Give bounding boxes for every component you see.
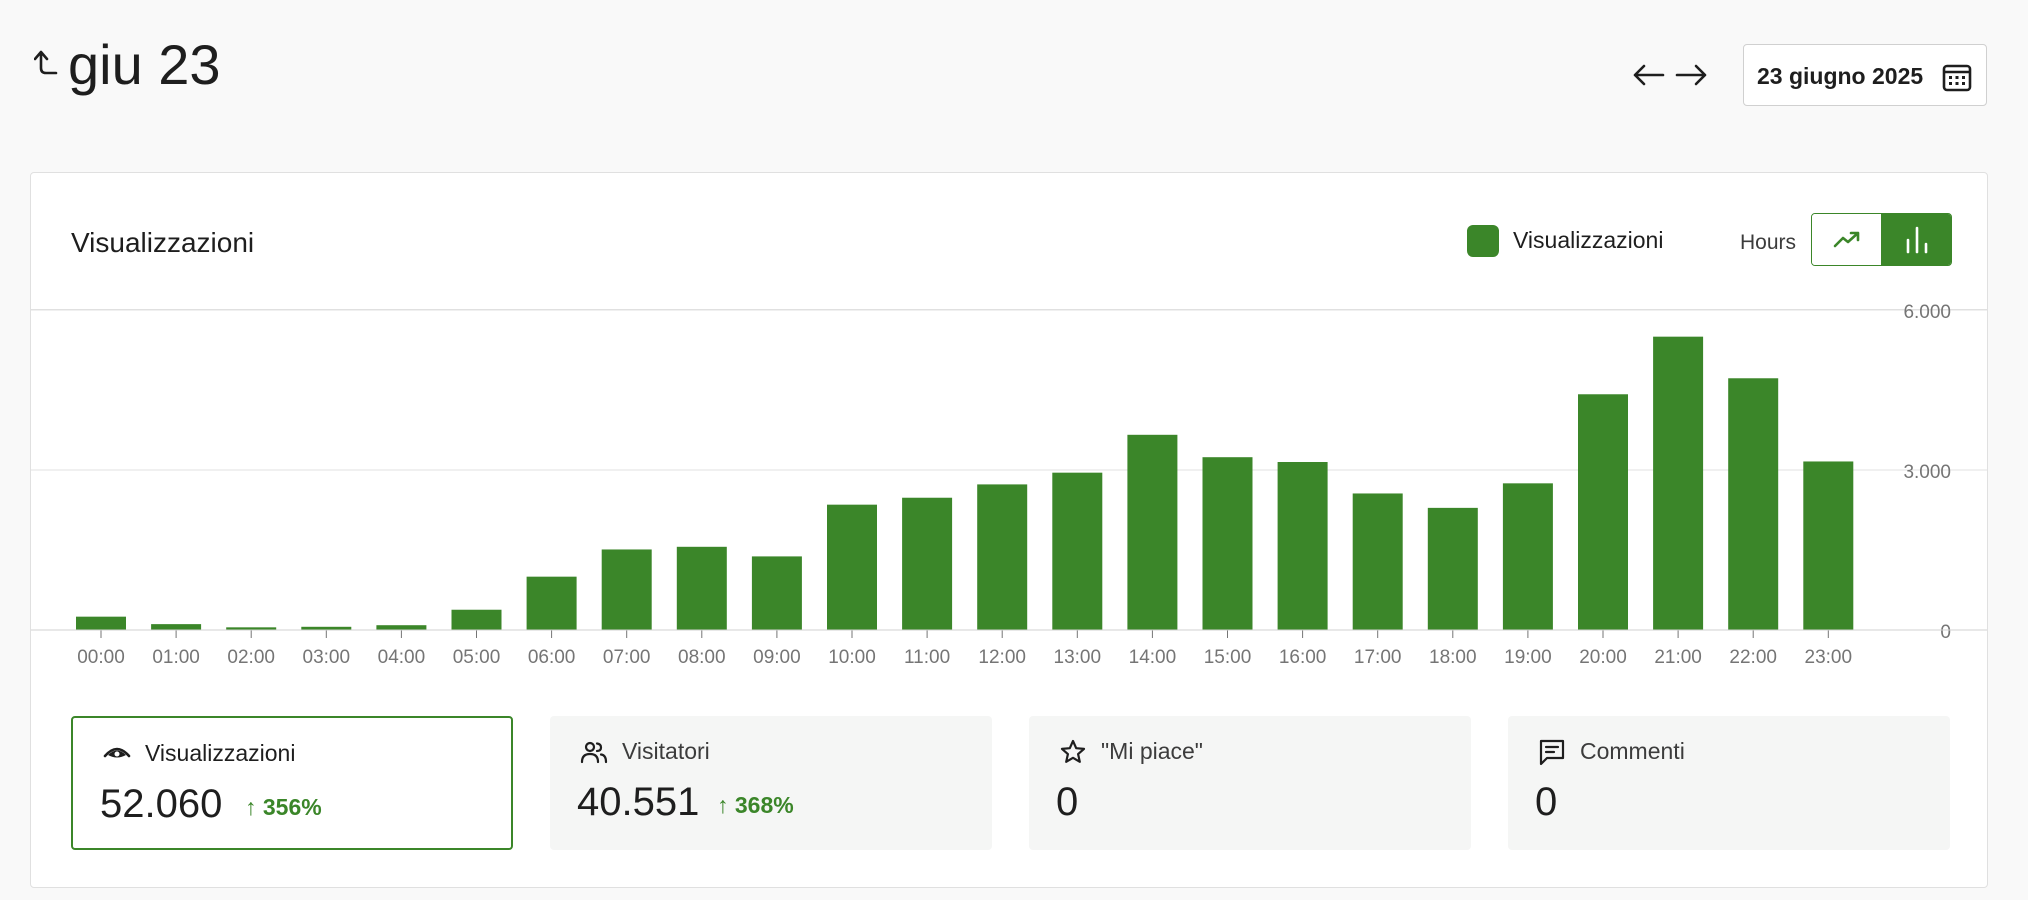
- x-tick-label: 06:00: [528, 647, 576, 668]
- bar: [1653, 336, 1704, 630]
- bar: [977, 484, 1028, 630]
- x-tick-label: 21:00: [1654, 647, 1702, 668]
- x-tick-label: 12:00: [978, 647, 1026, 668]
- stat-value: 0: [1056, 780, 1079, 824]
- bar: [1728, 378, 1779, 630]
- x-tick-label: 00:00: [77, 647, 125, 668]
- stat-change: ↑ 356%: [245, 794, 322, 820]
- bar: [1352, 493, 1403, 630]
- stat-visitors[interactable]: Visitatori 40.551 ↑ 368%: [550, 716, 992, 850]
- x-tick-label: 03:00: [303, 647, 351, 668]
- page-title: giu 23: [68, 33, 221, 96]
- period-label: Hours: [1740, 231, 1797, 254]
- bar: [376, 625, 427, 630]
- bar: [1803, 461, 1854, 630]
- stat-label: Visualizzazioni: [145, 740, 296, 766]
- bar-chart: 0 3.000 6.000 00:00 01:00 02:00 03:00 04:00 05:0…: [31, 302, 1987, 668]
- bar: [451, 609, 502, 630]
- legend-swatch: [1467, 225, 1499, 257]
- x-tick-label: 11:00: [904, 647, 950, 668]
- x-tick-label: 23:00: [1805, 647, 1853, 668]
- bar-chart-button[interactable]: [1882, 214, 1951, 265]
- x-tick-label: 02:00: [227, 647, 275, 668]
- bar: [151, 624, 202, 630]
- x-tick-label: 07:00: [603, 647, 651, 668]
- stat-value: 0: [1535, 780, 1558, 824]
- calendar-icon: [1942, 64, 1972, 92]
- bar: [902, 497, 953, 630]
- date-value: 23 giugno 2025: [1757, 63, 1924, 89]
- x-tick-label: 01:00: [152, 647, 200, 668]
- bar: [1127, 434, 1178, 630]
- x-tick-label: 16:00: [1279, 647, 1327, 668]
- comment-icon: [1539, 739, 1565, 766]
- stat-change: ↑ 368%: [717, 792, 794, 818]
- stat-likes[interactable]: "Mi piace" 0: [1029, 716, 1471, 850]
- stat-value: 40.551: [577, 780, 700, 824]
- x-tick-label: 15:00: [1204, 647, 1252, 668]
- bar: [526, 576, 577, 630]
- x-tick-label: 19:00: [1504, 647, 1552, 668]
- chart-type-toggle: [1811, 213, 1952, 266]
- x-tick-label: 08:00: [678, 647, 726, 668]
- card-title: Visualizzazioni: [71, 227, 255, 258]
- bar: [1202, 457, 1253, 630]
- bar: [751, 556, 802, 630]
- x-tick-label: 04:00: [378, 647, 426, 668]
- bar: [601, 549, 652, 630]
- x-tick-label: 05:00: [453, 647, 501, 668]
- star-icon: [1060, 739, 1086, 763]
- bar: [676, 546, 727, 630]
- line-chart-icon: [1833, 231, 1859, 247]
- back-arrow-icon[interactable]: [34, 46, 60, 80]
- bar-chart-icon: [1906, 226, 1928, 253]
- users-icon: [580, 741, 608, 764]
- y-tick-label: 0: [1940, 622, 1951, 643]
- x-tick-label: 13:00: [1054, 647, 1102, 668]
- x-tick-label: 10:00: [828, 647, 876, 668]
- bar: [301, 626, 352, 630]
- bar: [1052, 472, 1103, 630]
- stat-label: Commenti: [1580, 738, 1685, 764]
- stat-label: "Mi piace": [1101, 738, 1203, 764]
- bar: [1502, 483, 1553, 630]
- bar: [76, 616, 126, 630]
- stat-label: Visitatori: [622, 738, 710, 764]
- x-tick-label: 17:00: [1354, 647, 1402, 668]
- y-tick-label: 3.000: [1903, 462, 1951, 483]
- stat-comments[interactable]: Commenti 0: [1508, 716, 1950, 850]
- eye-icon: [103, 747, 131, 758]
- y-tick-label: 6.000: [1903, 302, 1951, 323]
- legend-label: Visualizzazioni: [1513, 227, 1664, 253]
- x-tick-label: 22:00: [1729, 647, 1777, 668]
- stat-value: 52.060: [100, 782, 223, 826]
- bar: [226, 627, 277, 630]
- arrow-left-icon[interactable]: [1631, 60, 1667, 90]
- date-picker[interactable]: 23 giugno 2025: [1743, 44, 1987, 106]
- bar: [1277, 462, 1328, 630]
- x-tick-label: 09:00: [753, 647, 801, 668]
- arrow-right-icon[interactable]: [1673, 60, 1709, 90]
- x-tick-label: 20:00: [1579, 647, 1627, 668]
- x-tick-label: 18:00: [1429, 647, 1477, 668]
- bar: [1427, 507, 1478, 630]
- bar: [1578, 394, 1628, 630]
- line-chart-button[interactable]: [1812, 214, 1882, 265]
- bar: [827, 504, 877, 630]
- x-tick-label: 14:00: [1129, 647, 1177, 668]
- stat-views[interactable]: Visualizzazioni 52.060 ↑ 356%: [71, 716, 513, 850]
